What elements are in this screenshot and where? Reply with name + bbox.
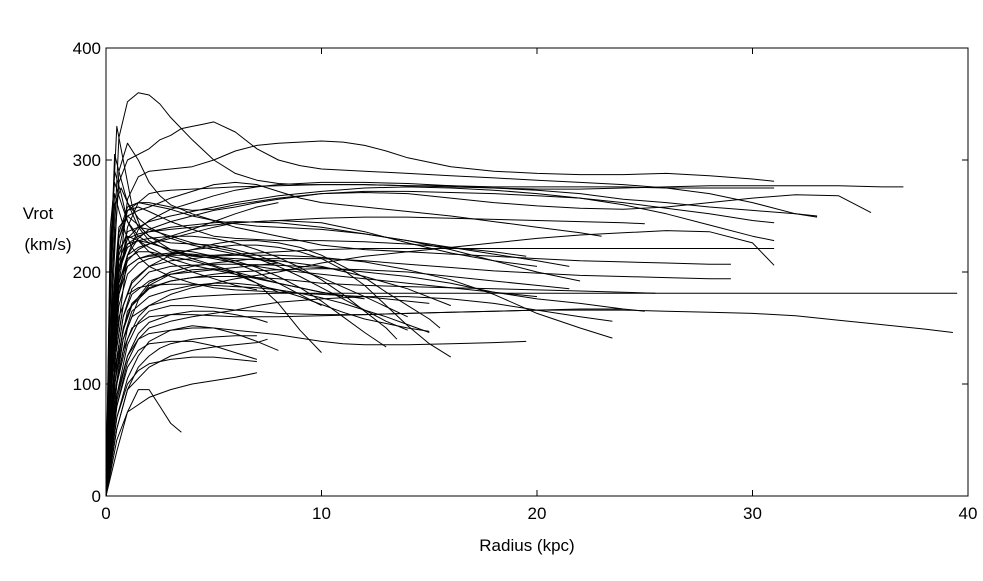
- rotation-curve-41: [105, 216, 645, 497]
- rotation-curve-7: [105, 181, 818, 497]
- rotation-curve-23: [105, 268, 322, 497]
- rotation-curve-14: [105, 121, 818, 497]
- rotation-curve-10: [105, 263, 645, 497]
- rotation-curve-25: [105, 262, 279, 497]
- rotation-curve-39: [105, 296, 613, 497]
- y-tick-label: 0: [92, 487, 101, 506]
- rotation-curve-48: [105, 181, 602, 497]
- rotation-curve-36: [105, 215, 365, 497]
- rotation-curve-37: [105, 276, 656, 497]
- rotation-curve-35: [105, 235, 344, 497]
- rotation-curve-46: [105, 325, 279, 497]
- rotation-curve-52: [105, 226, 408, 497]
- rotation-curve-32: [105, 125, 408, 497]
- x-axis-title: Radius (kpc): [479, 536, 574, 555]
- rotation-curve-44: [105, 193, 430, 497]
- x-axis: 0 10 20 30 40: [101, 48, 977, 523]
- rotation-curve-9: [105, 258, 731, 497]
- y-axis: 0 100 200 300 400: [73, 39, 968, 506]
- rotation-curve-54: [105, 310, 268, 497]
- rotation-curve-50: [105, 268, 570, 497]
- rotation-curve-2: [105, 292, 958, 497]
- y-axis-title-line-2: (km/s): [24, 235, 71, 254]
- rotation-curve-17: [105, 220, 538, 497]
- x-tick-label: 10: [312, 504, 331, 523]
- rotation-curve-31: [105, 142, 731, 497]
- x-tick-label: 30: [743, 504, 762, 523]
- rotation-curve-49: [105, 248, 775, 497]
- rotation-curve-55: [105, 356, 257, 497]
- y-tick-label: 200: [73, 263, 101, 282]
- rotation-curve-18: [105, 202, 581, 497]
- rotation-curve-20: [105, 235, 398, 497]
- rotation-curve-13: [105, 92, 775, 497]
- rotation-curve-21: [105, 244, 452, 497]
- rotation-curve-1: [105, 305, 953, 497]
- y-tick-label: 100: [73, 375, 101, 394]
- rotation-curve-3: [105, 184, 904, 497]
- rotation-curve-38: [105, 308, 624, 497]
- y-tick-label: 400: [73, 39, 101, 58]
- rotation-curve-40: [105, 240, 538, 497]
- y-tick-label: 300: [73, 151, 101, 170]
- rotation-curve-47: [105, 335, 257, 497]
- rotation-curve-26: [105, 340, 258, 497]
- series-group: [105, 92, 958, 497]
- rotation-curve-15: [105, 140, 775, 497]
- rotation-curve-53: [105, 251, 279, 497]
- rotation-curve-24: [105, 327, 527, 497]
- y-axis-title-line-1: Vrot: [23, 204, 54, 223]
- rotation-curve-51: [105, 282, 430, 497]
- rotation-curve-19: [105, 240, 441, 497]
- x-tick-label: 40: [959, 504, 978, 523]
- rotation-curve-4: [105, 192, 872, 497]
- rotation-curve-27: [105, 389, 182, 497]
- rotation-curve-6: [105, 186, 775, 497]
- x-tick-label: 20: [528, 504, 547, 523]
- rotation-curve-28: [105, 372, 258, 497]
- rotation-curve-43: [105, 170, 258, 497]
- x-tick-label: 0: [101, 504, 110, 523]
